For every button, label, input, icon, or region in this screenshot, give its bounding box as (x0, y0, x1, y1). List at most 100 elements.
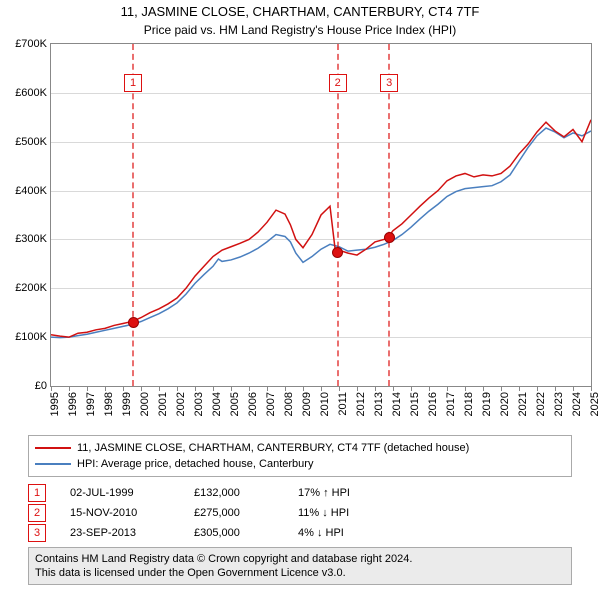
event-line (132, 44, 134, 386)
page-root: { "titles": { "main": "11, JASMINE CLOSE… (0, 0, 600, 590)
legend-label: 11, JASMINE CLOSE, CHARTHAM, CANTERBURY,… (77, 440, 469, 456)
title-sub: Price paid vs. HM Land Registry's House … (0, 23, 600, 37)
xtick-label: 2012 (355, 392, 367, 416)
xtick-label: 2011 (337, 392, 349, 416)
xtick-label: 1996 (67, 392, 79, 416)
title-main: 11, JASMINE CLOSE, CHARTHAM, CANTERBURY,… (0, 4, 600, 19)
xtick (303, 386, 304, 391)
xtick (87, 386, 88, 391)
xtick-label: 2023 (553, 392, 565, 416)
sales-table: 102-JUL-1999£132,00017% ↑ HPI215-NOV-201… (28, 483, 572, 543)
xtick (429, 386, 430, 391)
xtick-label: 2000 (139, 392, 151, 416)
xtick (447, 386, 448, 391)
xtick-label: 2003 (193, 392, 205, 416)
xtick-label: 2002 (175, 392, 187, 416)
xtick-label: 2021 (517, 392, 529, 416)
event-badge: 3 (380, 74, 398, 92)
xtick-label: 2010 (319, 392, 331, 416)
event-dot (128, 317, 139, 328)
ytick-label: £0 (35, 380, 51, 392)
xtick (249, 386, 250, 391)
xtick (465, 386, 466, 391)
sales-row: 3 23-SEP-2013 £305,000 4% ↓ HPI (28, 523, 572, 543)
titles: 11, JASMINE CLOSE, CHARTHAM, CANTERBURY,… (0, 4, 600, 37)
legend-box: 11, JASMINE CLOSE, CHARTHAM, CANTERBURY,… (28, 435, 572, 477)
xtick-label: 2001 (157, 392, 169, 416)
ytick-label: £400K (15, 185, 51, 197)
xtick-label: 1997 (85, 392, 97, 416)
xtick (555, 386, 556, 391)
legend-row: 11, JASMINE CLOSE, CHARTHAM, CANTERBURY,… (35, 440, 565, 456)
xtick-label: 1995 (49, 392, 61, 416)
xtick (573, 386, 574, 391)
xtick (267, 386, 268, 391)
xtick-label: 2020 (499, 392, 511, 416)
sales-delta: 11% ↓ HPI (298, 503, 398, 523)
xtick-label: 2013 (373, 392, 385, 416)
xtick (141, 386, 142, 391)
xtick (537, 386, 538, 391)
sales-price: £305,000 (194, 523, 274, 543)
sales-date: 02-JUL-1999 (70, 483, 170, 503)
xtick (69, 386, 70, 391)
xtick-label: 2019 (481, 392, 493, 416)
xtick-label: 2006 (247, 392, 259, 416)
event-badge: 1 (124, 74, 142, 92)
xtick (195, 386, 196, 391)
sales-date: 23-SEP-2013 (70, 523, 170, 543)
legend-line-icon (35, 463, 71, 465)
sales-date: 15-NOV-2010 (70, 503, 170, 523)
sales-delta: 4% ↓ HPI (298, 523, 398, 543)
ytick-label: £100K (15, 331, 51, 343)
sales-row: 2 15-NOV-2010 £275,000 11% ↓ HPI (28, 503, 572, 523)
xtick (393, 386, 394, 391)
xtick (591, 386, 592, 391)
sales-price: £132,000 (194, 483, 274, 503)
xtick (339, 386, 340, 391)
xtick-label: 2009 (301, 392, 313, 416)
xtick-label: 1998 (103, 392, 115, 416)
ytick-label: £700K (15, 38, 51, 50)
sales-price: £275,000 (194, 503, 274, 523)
xtick (519, 386, 520, 391)
ytick-label: £200K (15, 282, 51, 294)
xtick-label: 2007 (265, 392, 277, 416)
xtick (213, 386, 214, 391)
xtick (177, 386, 178, 391)
xtick (375, 386, 376, 391)
plot-area: £0£100K£200K£300K£400K£500K£600K£700K199… (50, 43, 592, 387)
xtick-label: 2024 (571, 392, 583, 416)
footer-line-2: This data is licensed under the Open Gov… (35, 566, 565, 580)
xtick-label: 2022 (535, 392, 547, 416)
xtick-label: 2025 (589, 392, 600, 416)
xtick (105, 386, 106, 391)
xtick-label: 1999 (121, 392, 133, 416)
event-badge: 2 (329, 74, 347, 92)
xtick (321, 386, 322, 391)
footer-line-1: Contains HM Land Registry data © Crown c… (35, 552, 565, 566)
xtick-label: 2004 (211, 392, 223, 416)
xtick (231, 386, 232, 391)
xtick (123, 386, 124, 391)
legend-row: HPI: Average price, detached house, Cant… (35, 456, 565, 472)
xtick (159, 386, 160, 391)
xtick-label: 2017 (445, 392, 457, 416)
sales-delta: 17% ↑ HPI (298, 483, 398, 503)
event-line (388, 44, 390, 386)
xtick (357, 386, 358, 391)
sales-badge: 3 (28, 524, 46, 542)
ytick-label: £300K (15, 233, 51, 245)
xtick (501, 386, 502, 391)
legend-line-icon (35, 447, 71, 449)
sales-badge: 2 (28, 504, 46, 522)
xtick-label: 2005 (229, 392, 241, 416)
xtick-label: 2015 (409, 392, 421, 416)
xtick-label: 2016 (427, 392, 439, 416)
ytick-label: £600K (15, 87, 51, 99)
ytick-label: £500K (15, 136, 51, 148)
legend-label: HPI: Average price, detached house, Cant… (77, 456, 313, 472)
xtick-label: 2018 (463, 392, 475, 416)
chart-wrap: £0£100K£200K£300K£400K£500K£600K£700K199… (50, 43, 590, 387)
xtick-label: 2008 (283, 392, 295, 416)
